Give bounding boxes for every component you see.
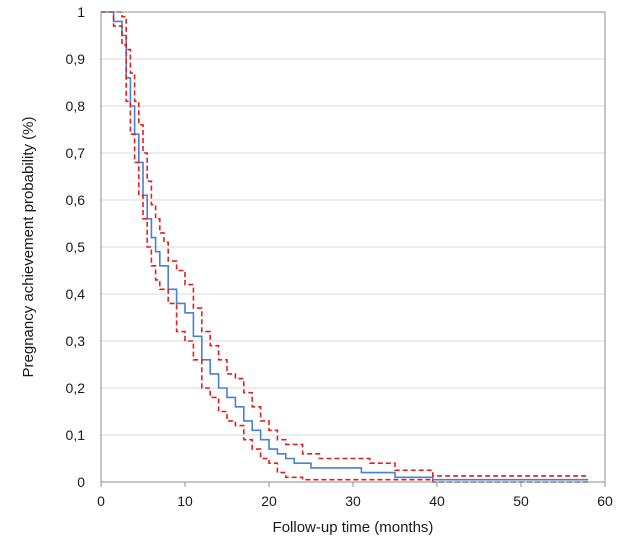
lower-ci-curve — [101, 11, 589, 483]
x-tick-label: 60 — [597, 493, 613, 509]
x-axis-title: Follow-up time (months) — [273, 519, 434, 536]
x-tick-label: 50 — [513, 493, 529, 509]
y-tick-label: 0,6 — [66, 192, 86, 208]
y-tick-label: 0,7 — [66, 145, 86, 161]
y-tick-label: 0,5 — [66, 239, 86, 255]
y-tick-label: 0,1 — [66, 427, 86, 443]
y-tick-label: 0,3 — [66, 333, 86, 349]
x-tick-label: 30 — [345, 493, 361, 509]
y-tick-label: 0,4 — [66, 286, 86, 302]
upper-ci-curve — [101, 11, 589, 477]
y-tick-label: 0,8 — [66, 98, 86, 114]
y-tick-label: 0,9 — [66, 51, 86, 67]
x-tick-label: 20 — [261, 493, 277, 509]
x-axis-ticks: 0 10 20 30 40 50 60 — [97, 482, 613, 509]
curves — [101, 11, 589, 483]
y-axis-ticks: 0 0,1 0,2 0,3 0,4 0,5 0,6 0,7 0,8 0,9 1 — [66, 4, 86, 490]
gridlines — [101, 58, 605, 436]
estimate-curve — [101, 11, 589, 481]
x-tick-label: 0 — [97, 493, 105, 509]
y-axis-title: Pregnancy achievement probability (%) — [20, 117, 37, 378]
y-tick-label: 0,2 — [66, 380, 86, 396]
y-tick-label: 0 — [77, 474, 85, 490]
y-tick-label: 1 — [77, 4, 85, 20]
x-tick-label: 10 — [177, 493, 193, 509]
x-tick-label: 40 — [429, 493, 445, 509]
